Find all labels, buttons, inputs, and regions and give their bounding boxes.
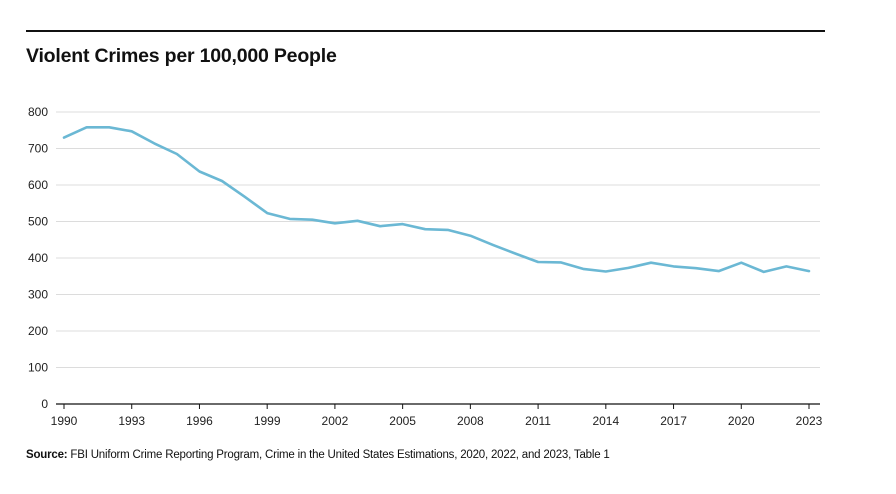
series-line (62, 126, 811, 274)
source-note: Source: FBI Uniform Crime Reporting Prog… (26, 449, 610, 461)
x-axis: 1990 1993 1996 1999 2002 2005 2008 2011 2014 2017… (51, 403, 823, 428)
y-tick-label: 300 (28, 288, 48, 302)
top-rule (26, 30, 825, 32)
gridlines (56, 111, 820, 368)
source-label: Source: (26, 449, 68, 461)
y-tick-label: 500 (28, 215, 48, 229)
y-tick-label: 800 (28, 105, 48, 119)
x-tick-label: 2014 (592, 414, 619, 428)
y-tick-label: 100 (28, 361, 48, 375)
x-tick-label: 2020 (728, 414, 755, 428)
x-tick-label: 1999 (254, 414, 281, 428)
x-tick-label: 1990 (51, 414, 78, 428)
y-tick-label: 600 (28, 178, 48, 192)
x-tick-label: 2008 (457, 414, 484, 428)
y-tick-label: 400 (28, 251, 48, 265)
x-tick-label: 1993 (118, 414, 145, 428)
x-tick-label: 2011 (525, 414, 551, 428)
y-tick-label: 0 (41, 397, 48, 411)
x-tick-label: 2023 (796, 414, 823, 428)
y-tick-label: 200 (28, 324, 48, 338)
x-tick-label: 2005 (389, 414, 416, 428)
x-tick-label: 1996 (186, 414, 213, 428)
series-group (62, 126, 811, 274)
x-tick-label: 2017 (660, 414, 687, 428)
y-axis: 0 100 200 300 400 500 600 700 800 (28, 105, 48, 411)
source-text: FBI Uniform Crime Reporting Program, Cri… (67, 449, 610, 461)
chart-title: Violent Crimes per 100,000 People (26, 45, 337, 67)
x-tick-label: 2002 (322, 414, 349, 428)
y-tick-label: 700 (28, 142, 48, 156)
